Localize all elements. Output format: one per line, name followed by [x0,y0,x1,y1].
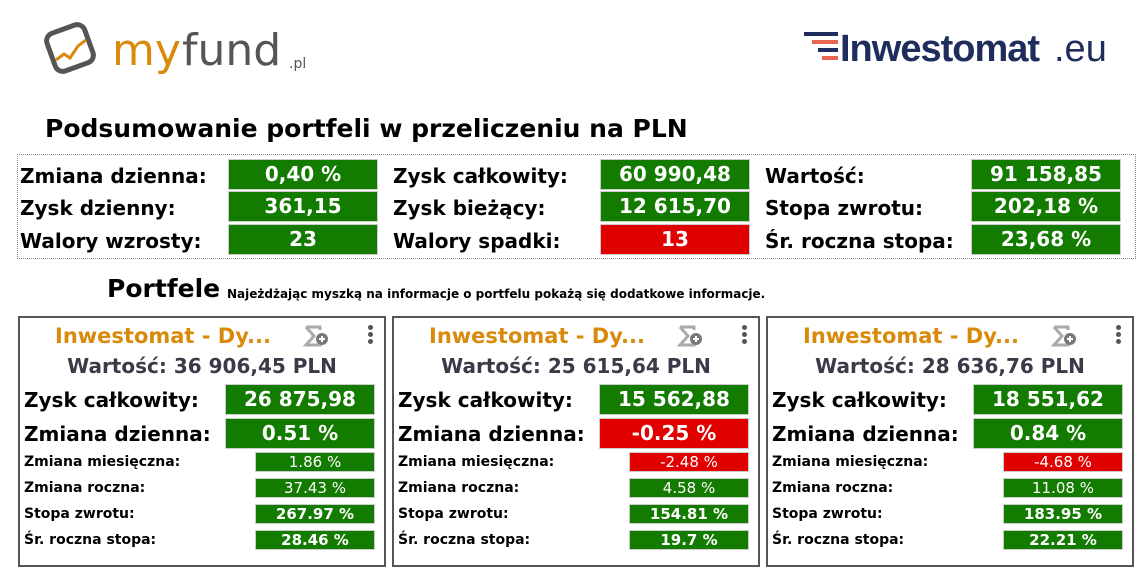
total-profit-label: Zysk całkowity: [24,388,199,412]
portfolio-card[interactable]: Inwestomat - Dy... Wartość: 25 615,64 PL… [392,316,760,567]
total-profit-value: 15 562,88 [599,384,749,415]
sigma-add-icon[interactable] [1051,324,1077,348]
total-profit-label: Zysk całkowity: [772,388,947,412]
more-options-icon[interactable] [1114,324,1122,348]
daily-change-value: -0.25 % [599,418,749,449]
total-profit-value: 26 875,98 [225,384,375,415]
myfund-logo[interactable]: my fund .pl [44,20,314,80]
portfolio-name[interactable]: Inwestomat - Dy... [429,324,645,348]
summary-value: 23 [228,224,378,255]
summary-label: Walory spadki: [393,229,561,253]
portfolio-card[interactable]: Inwestomat - Dy... Wartość: 36 906,45 PL… [18,316,386,567]
monthly-label: Zmiana miesięczna: [398,454,555,470]
summary-label: Wartość: [765,164,865,188]
portfolios-note: Najeżdżając myszką na informacje o portf… [227,287,766,301]
daily-change-label: Zmiana dzienna: [398,422,585,446]
daily-change-label: Zmiana dzienna: [24,422,211,446]
yearly-label: Zmiana roczna: [398,480,520,496]
avg-value: 19.7 % [629,530,749,550]
ror-label: Stopa zwrotu: [24,506,135,522]
inwestomat-logo[interactable]: Inwestomat .eu [804,25,1119,65]
yearly-value: 4.58 % [629,478,749,498]
more-options-icon[interactable] [740,324,748,348]
portfolio-value: Wartość: 36 906,45 PLN [67,354,337,378]
ror-value: 154.81 % [629,504,749,524]
summary-label: Stopa zwrotu: [765,196,923,220]
portfolio-name[interactable]: Inwestomat - Dy... [803,324,1019,348]
summary-value: 60 990,48 [600,159,750,190]
monthly-value: -2.48 % [629,452,749,472]
summary-label: Śr. roczna stopa: [765,229,954,253]
portfolio-name[interactable]: Inwestomat - Dy... [55,324,271,348]
ror-label: Stopa zwrotu: [772,506,883,522]
summary-panel: Zmiana dzienna: 0,40 % Zysk dzienny: 361,15… [17,154,1136,259]
yearly-label: Zmiana roczna: [24,480,146,496]
summary-label: Walory wzrosty: [20,229,202,253]
svg-text:.pl: .pl [289,56,306,72]
monthly-value: -4.68 % [1003,452,1123,472]
summary-label: Zysk całkowity: [393,164,568,188]
ror-value: 267.97 % [255,504,375,524]
summary-value: 0,40 % [228,159,378,190]
daily-change-label: Zmiana dzienna: [772,422,959,446]
portfolio-card[interactable]: Inwestomat - Dy... Wartość: 28 636,76 PL… [766,316,1134,567]
ror-value: 183.95 % [1003,504,1123,524]
monthly-value: 1.86 % [255,452,375,472]
ror-label: Stopa zwrotu: [398,506,509,522]
summary-title: Podsumowanie portfeli w przeliczeniu na … [45,114,688,143]
total-profit-label: Zysk całkowity: [398,388,573,412]
monthly-label: Zmiana miesięczna: [772,454,929,470]
svg-text:.eu: .eu [1054,28,1107,65]
daily-change-value: 0.51 % [225,418,375,449]
summary-value: 361,15 [228,191,378,222]
summary-value: 12 615,70 [600,191,750,222]
svg-text:fund: fund [182,25,281,76]
avg-label: Śr. roczna stopa: [398,532,531,548]
summary-value: 13 [600,224,750,255]
summary-label: Zysk bieżący: [393,196,546,220]
sigma-add-icon[interactable] [677,324,703,348]
svg-text:my: my [112,25,181,76]
summary-value: 91 158,85 [971,159,1121,190]
summary-label: Zysk dzienny: [20,196,176,220]
avg-label: Śr. roczna stopa: [772,532,905,548]
sigma-add-icon[interactable] [303,324,329,348]
portfolios-heading: Portfele [107,274,221,303]
daily-change-value: 0.84 % [973,418,1123,449]
yearly-value: 37.43 % [255,478,375,498]
avg-label: Śr. roczna stopa: [24,532,157,548]
more-options-icon[interactable] [366,324,374,348]
portfolio-value: Wartość: 28 636,76 PLN [815,354,1085,378]
total-profit-value: 18 551,62 [973,384,1123,415]
svg-text:Inwestomat: Inwestomat [840,28,1040,65]
monthly-label: Zmiana miesięczna: [24,454,181,470]
summary-value: 202,18 % [971,191,1121,222]
portfolio-value: Wartość: 25 615,64 PLN [441,354,711,378]
yearly-label: Zmiana roczna: [772,480,894,496]
yearly-value: 11.08 % [1003,478,1123,498]
avg-value: 28.46 % [255,530,375,550]
summary-label: Zmiana dzienna: [20,164,207,188]
avg-value: 22.21 % [1003,530,1123,550]
summary-value: 23,68 % [971,224,1121,255]
